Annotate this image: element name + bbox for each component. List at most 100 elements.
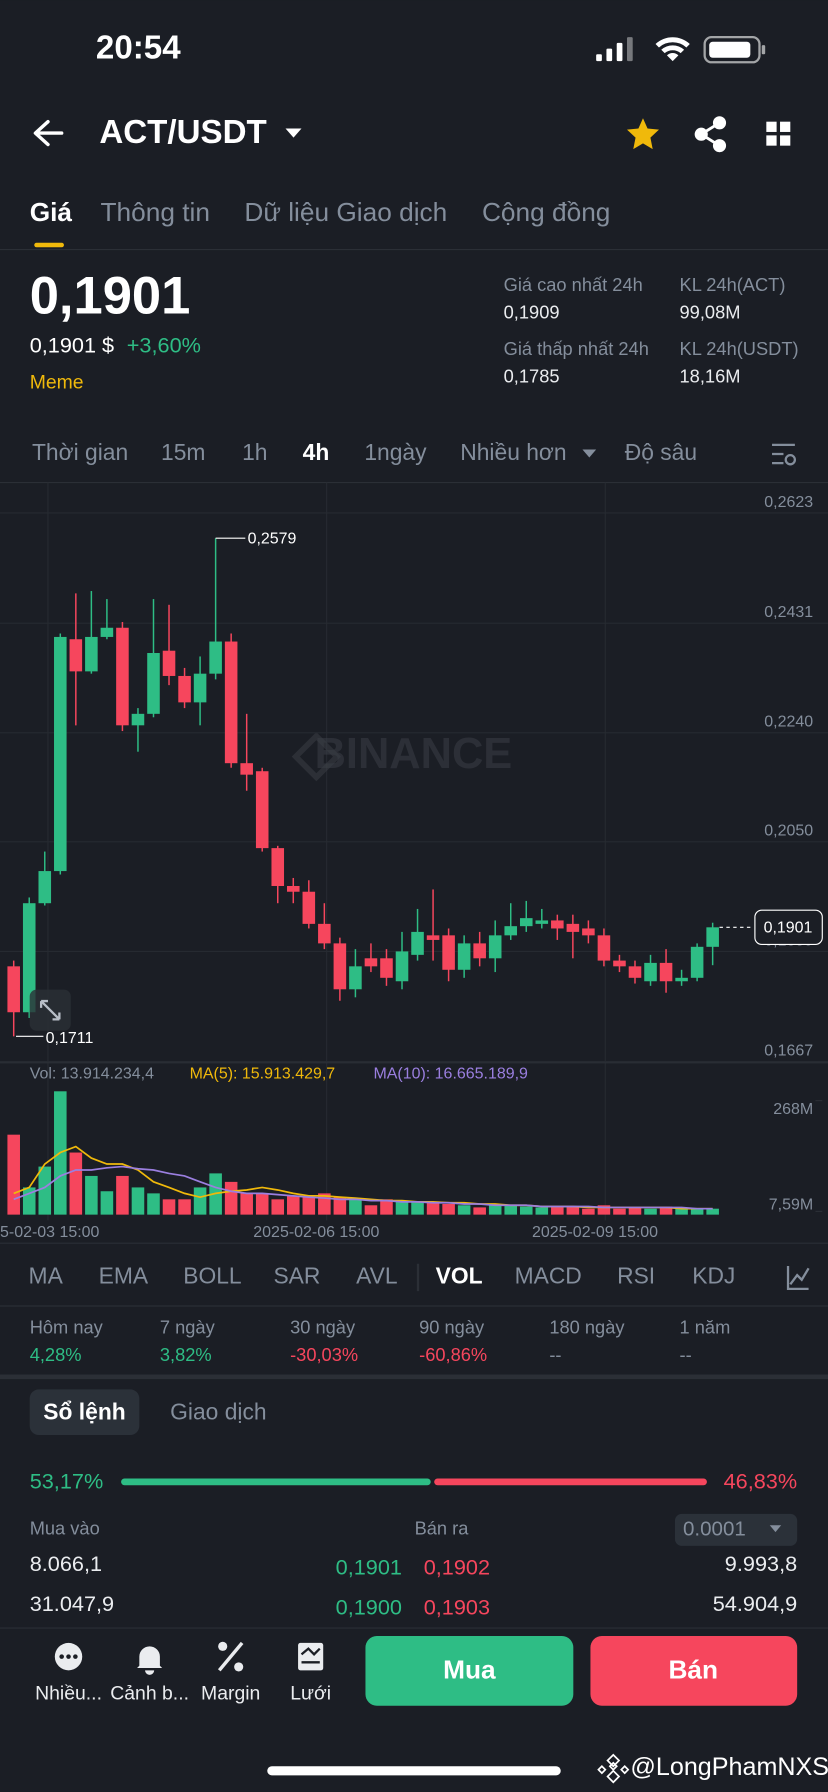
- interval[interactable]: Độ sâu: [625, 439, 697, 465]
- volume-bar: [613, 1208, 626, 1215]
- volume-bar: [566, 1206, 580, 1215]
- candle-body: [395, 951, 409, 982]
- candle-body: [271, 848, 285, 886]
- interval[interactable]: 4h: [303, 439, 330, 465]
- favorite-star[interactable]: [626, 118, 659, 150]
- tab[interactable]: Thông tin: [101, 197, 210, 227]
- divider: [0, 1374, 828, 1380]
- nav-label[interactable]: Nhiều...: [35, 1682, 102, 1704]
- volume-bar: [504, 1205, 518, 1215]
- pair-dropdown[interactable]: [285, 128, 302, 138]
- volume-bar: [85, 1175, 98, 1215]
- tab[interactable]: Cộng đồng: [482, 197, 610, 227]
- zoom-button[interactable]: [29, 989, 71, 1031]
- more-dropdown[interactable]: [582, 449, 597, 458]
- indicator-tab[interactable]: SAR: [273, 1262, 320, 1288]
- book-header: Bán ra: [415, 1518, 470, 1539]
- stat-label: KL 24h(USDT): [680, 338, 799, 359]
- indicator-tab[interactable]: KDJ: [692, 1262, 735, 1288]
- last-price: 0,1901: [30, 267, 191, 326]
- vol-tick-label: 268M: [773, 1101, 813, 1118]
- home-indicator: [267, 1766, 561, 1776]
- min-label: 0,1711: [46, 1030, 94, 1047]
- candle-body: [380, 958, 393, 978]
- tab[interactable]: Giá: [30, 197, 73, 227]
- indicator-settings[interactable]: [786, 1266, 810, 1291]
- vol-tick-label: 7,59M: [769, 1197, 813, 1214]
- candle-body: [224, 641, 238, 764]
- interval[interactable]: 1h: [242, 439, 267, 465]
- volume-bar: [69, 1152, 83, 1215]
- pair-title[interactable]: ACT/USDT: [99, 114, 266, 151]
- nav-label[interactable]: Cảnh b...: [110, 1682, 189, 1704]
- interval[interactable]: 15m: [161, 439, 205, 465]
- volume-bar: [411, 1201, 424, 1215]
- candle-body: [659, 962, 673, 982]
- book-tab[interactable]: Sổ lệnh: [43, 1398, 125, 1424]
- candle-body: [333, 943, 347, 990]
- precision-select[interactable]: [674, 1513, 798, 1546]
- volume-bar: [551, 1207, 564, 1215]
- ask-amount: 9.993,8: [725, 1551, 797, 1576]
- candle-body: [473, 943, 486, 959]
- ask-price: 0,1902: [424, 1554, 490, 1579]
- buy-label[interactable]: Mua: [443, 1654, 496, 1684]
- chart-settings[interactable]: [772, 443, 797, 466]
- candle-body: [302, 891, 316, 924]
- chart-area: BINANCE0,26230,24310,22400,20500,18590,1…: [0, 482, 828, 1241]
- stat-value: 0,1785: [504, 365, 560, 386]
- period-label: 1 năm: [680, 1317, 731, 1338]
- volume-bar: [131, 1187, 145, 1215]
- period-change: 4,28%: [30, 1344, 82, 1365]
- volume-bar: [116, 1175, 129, 1215]
- sell-label[interactable]: Bán: [668, 1654, 718, 1684]
- tab-pill[interactable]: [29, 1389, 140, 1436]
- period-label: Hôm nay: [30, 1317, 104, 1338]
- tab[interactable]: Dữ liệu Giao dịch: [244, 197, 447, 227]
- indicator-tab[interactable]: AVL: [356, 1262, 397, 1288]
- tag[interactable]: Meme: [30, 371, 84, 393]
- candle-body: [147, 653, 160, 714]
- indicator-tab[interactable]: EMA: [99, 1262, 149, 1288]
- volume-bar: [349, 1199, 362, 1215]
- indicator-tab[interactable]: RSI: [617, 1262, 655, 1288]
- interval[interactable]: Thời gian: [32, 439, 128, 465]
- interval[interactable]: Nhiều hơn: [460, 439, 566, 465]
- indicator-tab[interactable]: VOL: [436, 1262, 483, 1288]
- candle-body: [7, 966, 20, 1013]
- x-tick-label: 5-02-03 15:00: [0, 1224, 100, 1241]
- nav-label[interactable]: Margin: [201, 1682, 260, 1704]
- ma10-line: [13, 1165, 713, 1210]
- candle-body: [644, 962, 657, 982]
- layout-button[interactable]: [766, 121, 791, 146]
- interval[interactable]: 1ngày: [364, 439, 427, 465]
- stat-label: Giá cao nhất 24h: [504, 274, 643, 295]
- back-button[interactable]: [33, 119, 64, 147]
- volume-bar: [488, 1205, 502, 1215]
- indicator-tab[interactable]: MA: [29, 1262, 64, 1288]
- volume-bar: [364, 1205, 378, 1215]
- nav-label[interactable]: Lưới: [290, 1682, 331, 1704]
- bid-amount: 8.066,1: [30, 1551, 102, 1576]
- volume-bar: [706, 1208, 719, 1215]
- indicator-tab[interactable]: BOLL: [183, 1262, 241, 1288]
- volume-bar: [38, 1166, 52, 1215]
- period-change: -60,86%: [419, 1344, 487, 1365]
- precision-dropdown: [769, 1525, 782, 1533]
- buy-button[interactable]: [365, 1636, 574, 1706]
- book-tab[interactable]: Giao dịch: [170, 1398, 266, 1424]
- volume-bar: [644, 1208, 657, 1215]
- precision[interactable]: 0.0001: [683, 1517, 746, 1540]
- last-price-tag: [754, 909, 823, 946]
- candle-body: [488, 935, 502, 959]
- volume-bar: [162, 1199, 176, 1215]
- watermark: BINANCE: [315, 730, 513, 778]
- x-tick-label: 2025-02-09 15:00: [532, 1224, 658, 1241]
- candle-body: [519, 918, 533, 927]
- volume-bar: [147, 1193, 160, 1215]
- candle-body: [162, 650, 176, 676]
- indicator-tab[interactable]: MACD: [515, 1262, 582, 1288]
- sell-button[interactable]: [590, 1636, 798, 1706]
- share-button[interactable]: [694, 116, 727, 153]
